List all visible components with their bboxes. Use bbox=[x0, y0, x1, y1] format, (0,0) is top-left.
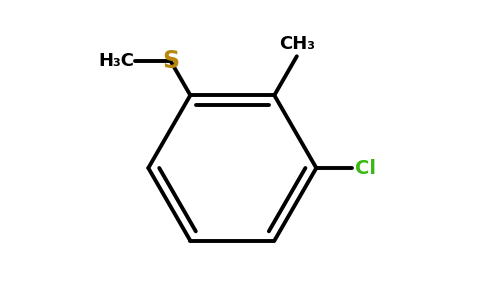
Text: H₃C: H₃C bbox=[99, 52, 135, 70]
Text: S: S bbox=[162, 50, 180, 74]
Text: CH₃: CH₃ bbox=[279, 35, 315, 53]
Text: Cl: Cl bbox=[355, 158, 376, 178]
